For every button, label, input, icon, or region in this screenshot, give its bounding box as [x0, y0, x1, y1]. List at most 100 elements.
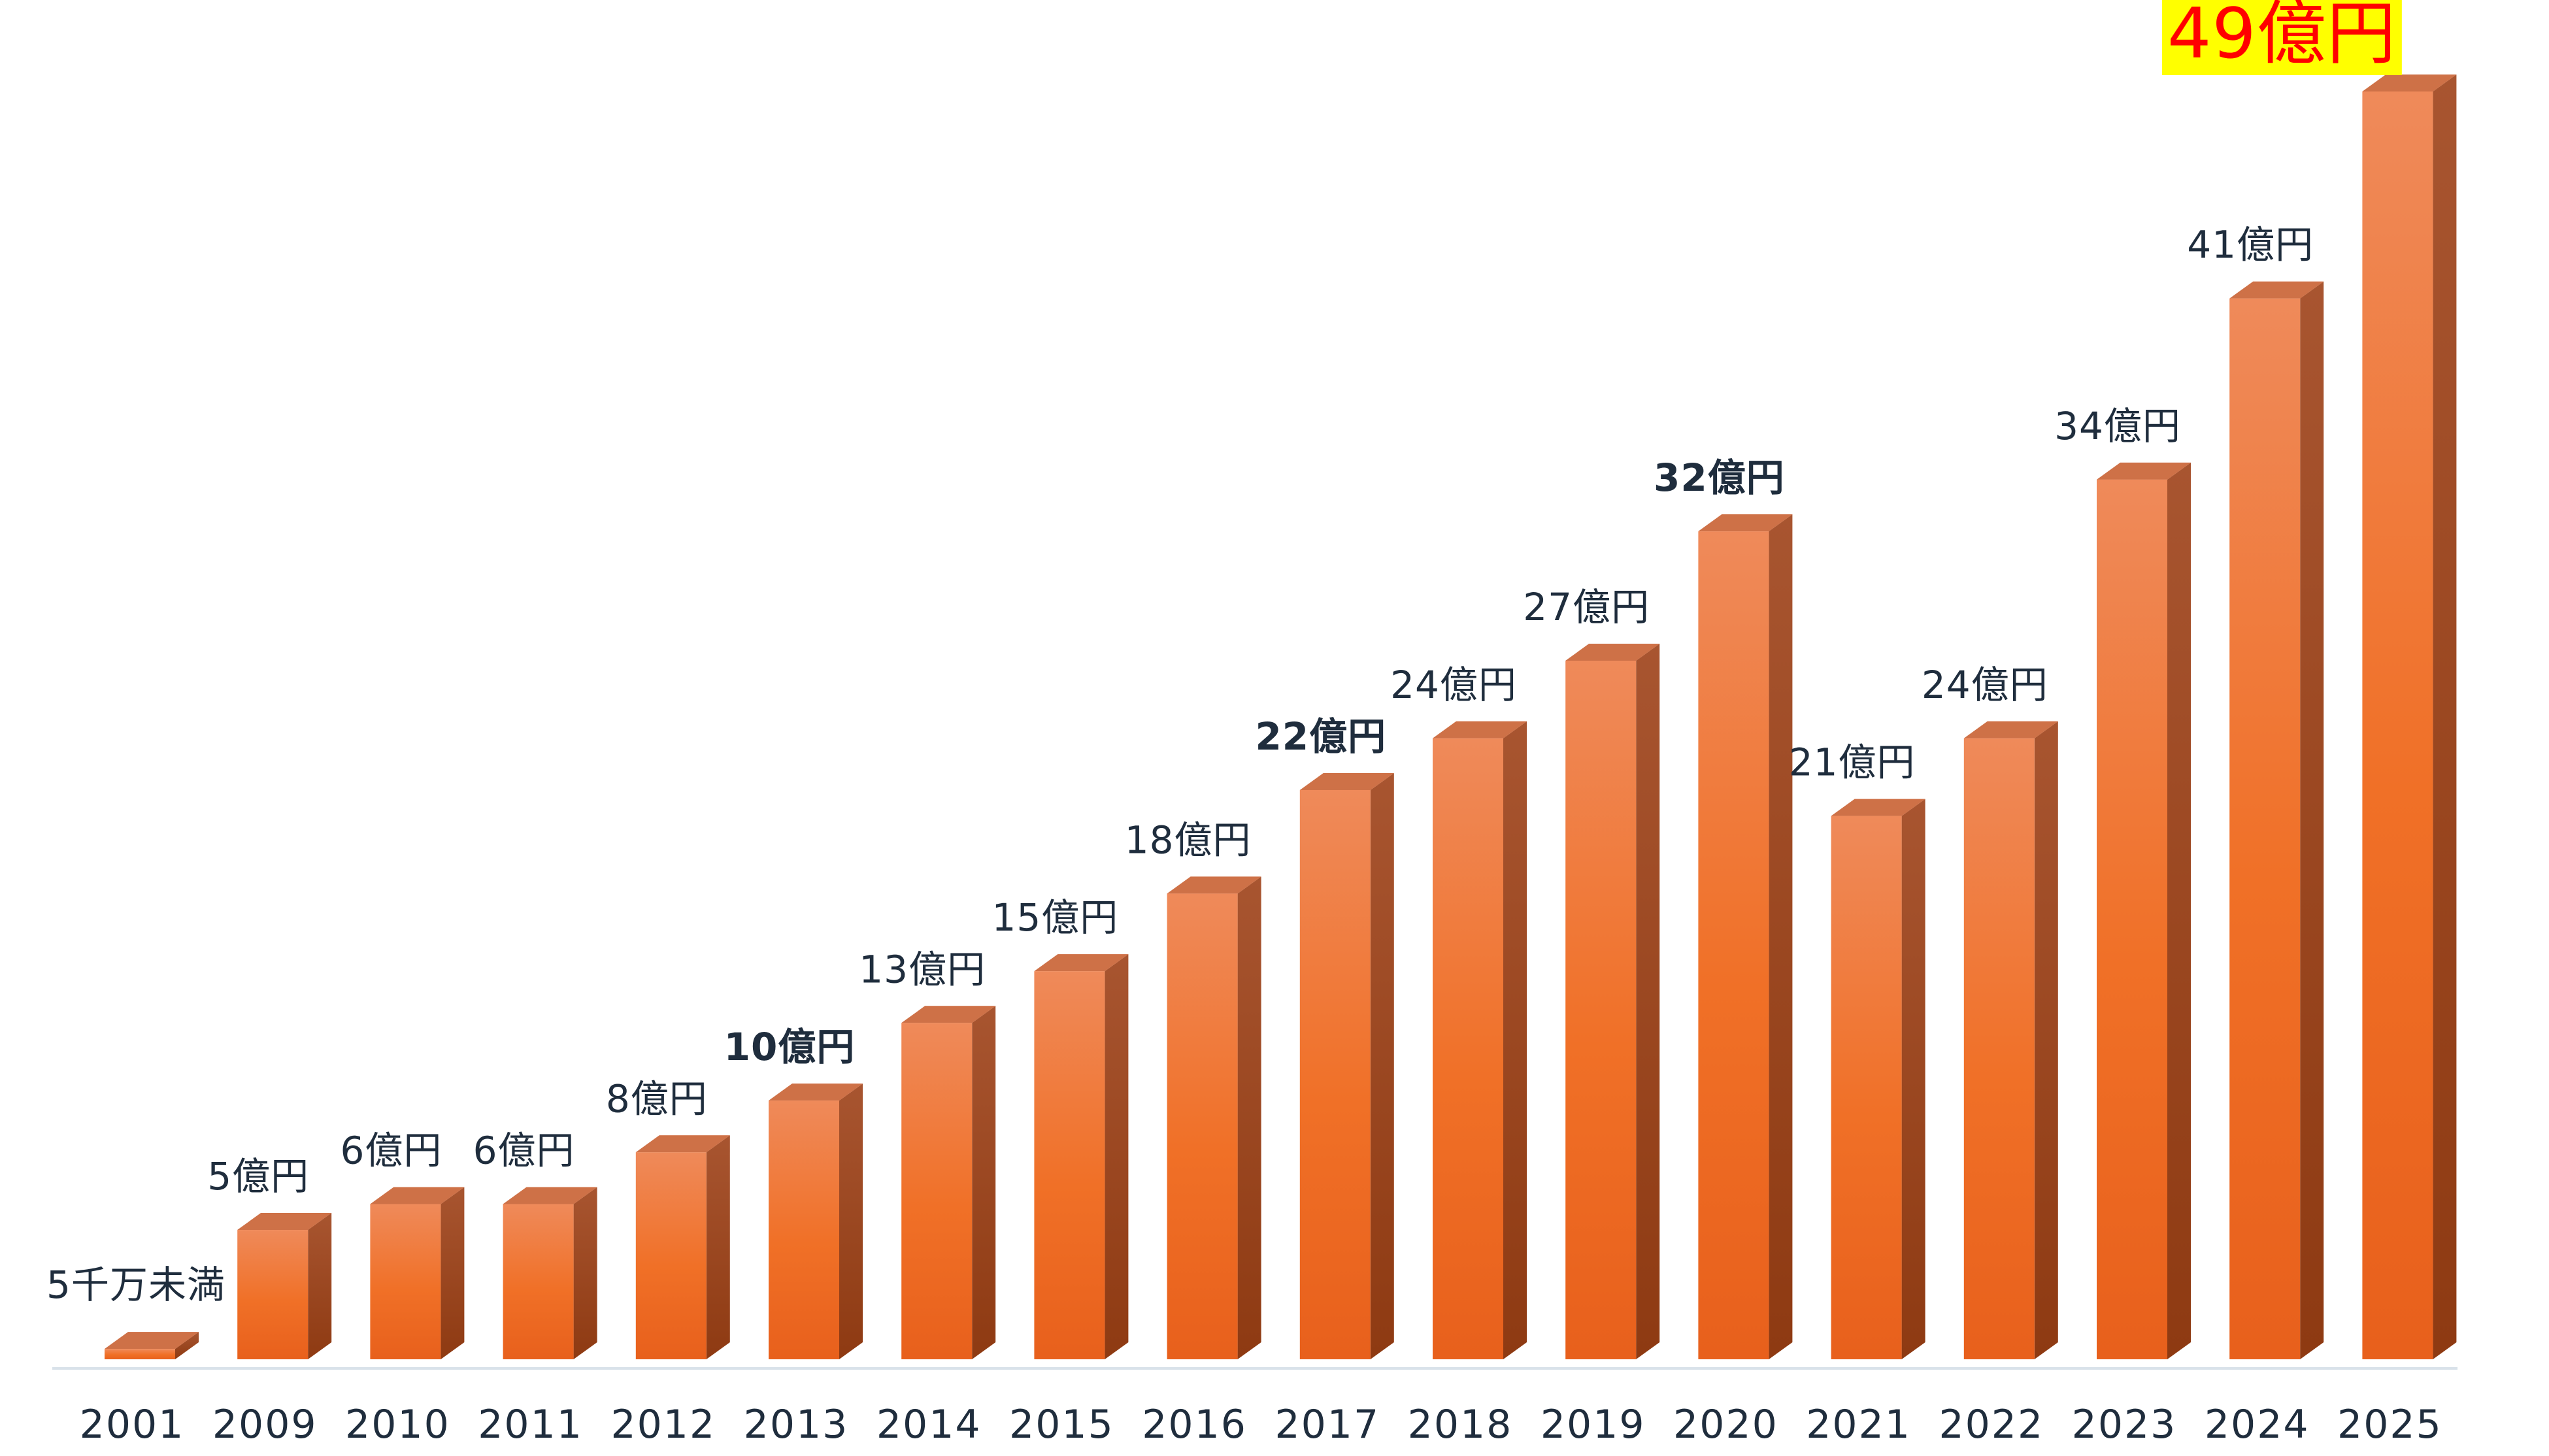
x-tick-2023: 2023: [2072, 1402, 2177, 1448]
x-tick-2012: 2012: [610, 1402, 716, 1448]
bar-2017: [1299, 772, 1394, 1359]
bar-top-shade-2013: [769, 1084, 863, 1101]
bar-2012: [635, 1135, 730, 1359]
bar-front-2022: [1963, 738, 2035, 1359]
data-label-2011: 6億円: [473, 1128, 575, 1172]
data-label-2022: 24億円: [1922, 663, 2048, 707]
bar-front-2025: [2362, 91, 2433, 1359]
data-label-2012: 8億円: [606, 1076, 708, 1121]
data-label-2015: 15億円: [991, 895, 1118, 940]
x-tick-2025: 2025: [2337, 1402, 2442, 1448]
bar-2022: [1963, 721, 2058, 1359]
bar-2015: [1034, 954, 1129, 1359]
bar-2016: [1167, 876, 1261, 1359]
data-label-highlight-background: [2161, 0, 2402, 75]
bar-2019: [1565, 644, 1660, 1359]
x-tick-2013: 2013: [744, 1402, 849, 1448]
x-tick-2018: 2018: [1408, 1402, 1513, 1448]
bar-top-shade-2010: [370, 1187, 465, 1204]
bar-side-2025: [2433, 74, 2457, 1359]
bar-front-2013: [769, 1100, 839, 1359]
data-label-2013: 10億円: [724, 1025, 856, 1069]
bar-front-2014: [901, 1023, 973, 1359]
bar-side-2024: [2300, 281, 2324, 1360]
bar-top-shade-2011: [503, 1187, 597, 1204]
bars-group: [105, 74, 2457, 1360]
bar-top-shade-2022: [1963, 721, 2058, 738]
bar-side-2009: [308, 1213, 332, 1359]
bar-2010: [370, 1187, 465, 1359]
data-label-2019: 27億円: [1523, 585, 1650, 629]
x-tick-2014: 2014: [876, 1402, 982, 1448]
x-tick-2017: 2017: [1274, 1402, 1380, 1448]
bar-top-shade-2014: [901, 1006, 996, 1023]
bar-front-2001: [105, 1349, 175, 1359]
bar-top-shade-2012: [635, 1135, 730, 1153]
bar-front-2024: [2229, 298, 2301, 1360]
bar-2024: [2229, 281, 2324, 1360]
data-label-2010: 6億円: [340, 1128, 442, 1172]
bar-top-shade-2016: [1167, 876, 1261, 894]
bar-side-2011: [573, 1187, 597, 1359]
bar-side-2021: [1901, 799, 1925, 1359]
bar-side-2018: [1503, 721, 1527, 1359]
data-label-2017: 22億円: [1255, 714, 1386, 759]
bar-front-2010: [370, 1204, 441, 1359]
x-tick-2016: 2016: [1142, 1402, 1247, 1448]
bar-side-2014: [972, 1006, 996, 1359]
bar-2009: [237, 1213, 332, 1359]
bar-top-shade-2019: [1565, 644, 1660, 661]
x-tick-2024: 2024: [2205, 1402, 2310, 1448]
bar-2025: [2362, 74, 2457, 1359]
bar-top-shade-2021: [1831, 799, 1925, 816]
bar-front-2016: [1167, 893, 1238, 1359]
bar-side-2020: [1769, 514, 1793, 1359]
bar-front-2012: [635, 1152, 707, 1359]
data-label-2018: 24億円: [1390, 663, 1517, 707]
bar-front-2020: [1698, 531, 1769, 1359]
data-label-2021: 21億円: [1789, 740, 1916, 785]
bar-side-2022: [2034, 721, 2058, 1359]
x-tick-2009: 2009: [212, 1402, 318, 1448]
bar-top-shade-2020: [1698, 514, 1793, 532]
x-tick-labels-group: 2001 2009 2010 2011 2012 2013 2014 2015 2016 2017…: [80, 1402, 2442, 1448]
bar-front-2023: [2097, 479, 2167, 1359]
data-label-2016: 18億円: [1125, 818, 1252, 862]
bar-2020: [1698, 514, 1793, 1359]
bar-2011: [503, 1187, 597, 1359]
data-label-2001: 5千万未満: [46, 1263, 225, 1307]
bar-front-2015: [1034, 971, 1105, 1359]
x-tick-2011: 2011: [478, 1402, 583, 1448]
bar-side-2001: [175, 1332, 199, 1359]
bar-top-shade-2023: [2097, 462, 2191, 480]
bar-front-2021: [1831, 816, 1902, 1359]
data-label-2025: 49億円: [2167, 0, 2397, 74]
data-label-2024: 41億円: [2187, 223, 2314, 267]
bar-front-2017: [1299, 789, 1371, 1359]
bar-side-2019: [1636, 644, 1660, 1359]
bar-side-2017: [1370, 772, 1394, 1359]
bar-top-shade-2009: [237, 1213, 332, 1231]
bar-front-2018: [1433, 738, 1503, 1359]
data-label-highlight-2025: 49億円: [2161, 0, 2402, 75]
x-tick-2019: 2019: [1541, 1402, 1646, 1448]
x-tick-2021: 2021: [1806, 1402, 1911, 1448]
bar-top-shade-2017: [1299, 772, 1394, 790]
bar-2014: [901, 1006, 996, 1359]
data-label-2014: 13億円: [859, 947, 986, 991]
bar-2001: [105, 1332, 199, 1359]
bar-top-shade-2024: [2229, 281, 2324, 299]
bar-front-2009: [237, 1230, 308, 1359]
bar-side-2013: [839, 1084, 863, 1359]
data-label-2023: 34億円: [2054, 404, 2181, 448]
data-label-2009: 5億円: [207, 1154, 309, 1199]
bar-2018: [1433, 721, 1527, 1359]
bar-side-2010: [441, 1187, 465, 1359]
bar-2021: [1831, 799, 1925, 1359]
x-tick-2001: 2001: [80, 1402, 185, 1448]
bar-side-2023: [2167, 462, 2191, 1359]
data-label-2020: 32億円: [1654, 455, 1785, 500]
bar-side-2015: [1105, 954, 1129, 1359]
